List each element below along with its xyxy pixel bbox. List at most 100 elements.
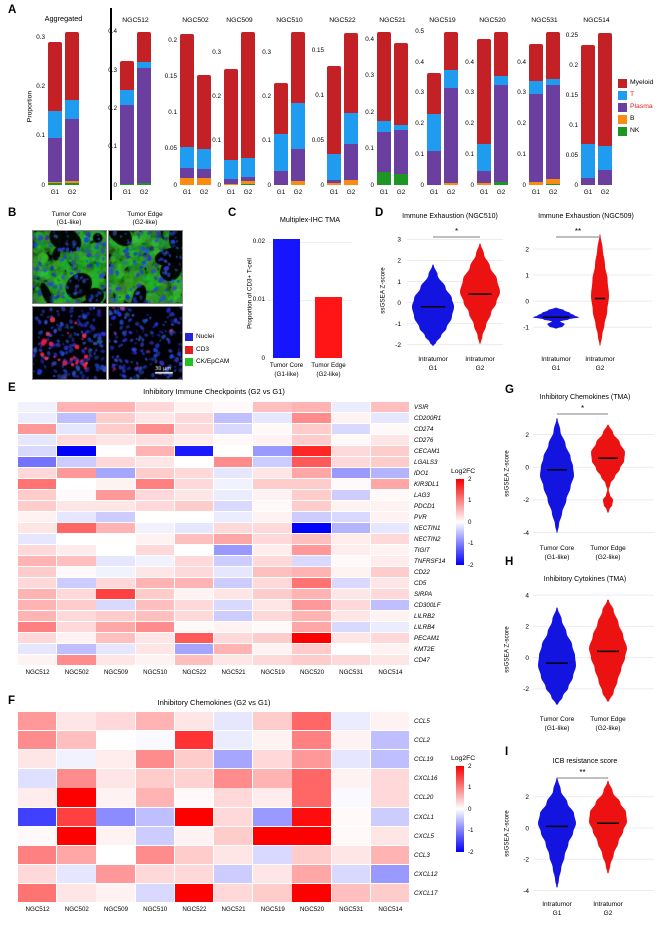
heatmap-cell — [370, 633, 410, 644]
heatmap-cell — [370, 413, 410, 424]
axis-tick-label: 0.3 — [108, 66, 117, 74]
bar-segment-b — [48, 181, 62, 184]
heatmap-cell — [331, 556, 370, 567]
legend-label-plasma: Plasma — [630, 103, 653, 110]
heatmap-cell — [96, 534, 135, 545]
heatmap-cell — [370, 424, 410, 435]
heatmap-cell — [174, 512, 214, 523]
heatmap-cell — [292, 600, 331, 611]
x-tick-label: G1 — [226, 189, 236, 196]
heatmap-cell — [174, 633, 214, 644]
heatmap-cell — [135, 490, 174, 501]
panel-c-title: Multiplex-IHC TMA — [279, 215, 341, 224]
ihc-legend-swatch-1 — [185, 333, 193, 341]
heatmap-cell — [253, 534, 292, 545]
bar-segment-t — [546, 79, 560, 86]
heatmap-cell — [135, 769, 174, 788]
axis-tick-label: 0 — [261, 354, 265, 362]
heatmap-cell — [292, 446, 331, 457]
gene-label: CD300LF — [414, 602, 441, 609]
bar-segment-plasma — [65, 118, 79, 182]
heatmap-cell — [292, 712, 331, 731]
chart-title: NGC509 — [226, 17, 253, 24]
gene-label: LILRB4 — [414, 624, 435, 631]
heatmap-cell — [331, 826, 370, 845]
heatmap-cell — [370, 512, 410, 523]
colorbar-tick-label: -1 — [468, 540, 474, 548]
bar-segment-t — [241, 158, 255, 177]
heatmap-cell — [57, 490, 96, 501]
bar-segment-plasma — [291, 148, 305, 181]
heatmap-cell — [18, 883, 57, 903]
heatmap-cell — [96, 578, 135, 589]
heatmap-cell — [57, 523, 96, 534]
bar-segment-b — [546, 179, 560, 185]
bar-segment-plasma — [180, 168, 194, 178]
heatmap-cell — [57, 712, 96, 731]
axis-tick-label: 0.1 — [517, 150, 526, 158]
axis-tick-label: 0 — [470, 181, 474, 189]
stacked-bar-g2 — [197, 75, 211, 185]
heatmap-cell — [57, 826, 96, 845]
heatmap-cell — [331, 769, 370, 788]
bar-segment-plasma — [197, 169, 211, 178]
violin-title: Immune Exhaustion (NGC509) — [538, 213, 634, 220]
heatmap-cell — [96, 479, 135, 490]
heatmap-cell — [135, 788, 174, 807]
gene-label: CXCL1 — [414, 813, 434, 821]
heatmap-cell — [135, 712, 174, 731]
heatmap-cell — [253, 435, 292, 446]
heatmap-cell — [370, 501, 410, 512]
axis-tick-label: -2 — [523, 686, 529, 693]
colorbar-tick-label: 1 — [468, 784, 472, 792]
heatmap-cell — [18, 578, 57, 589]
heatmap-cell — [370, 556, 410, 567]
bar-segment-plasma — [529, 94, 543, 182]
gene-label: CCL2 — [414, 737, 430, 745]
bar-segment-t — [344, 113, 358, 144]
sample-column-label: NGC520 — [299, 906, 325, 913]
violin-g1 — [538, 777, 576, 888]
heatmap-cell — [331, 655, 370, 666]
heatmap-cell — [57, 655, 96, 666]
heatmap-cell — [253, 468, 292, 479]
heatmap-cell — [96, 864, 135, 884]
violin-g1 — [538, 607, 576, 705]
stacked-bar-g1 — [274, 83, 288, 185]
bar-segment-plasma — [327, 179, 341, 184]
gene-label: CD47 — [414, 657, 430, 664]
stacked-bar-g1 — [120, 60, 134, 185]
colorbar-tick-label: -1 — [468, 827, 474, 835]
heatmap-cell — [96, 446, 135, 457]
bar-segment-myeloid — [120, 60, 134, 91]
x-tick-label: Tumor Edge — [311, 362, 346, 369]
stacked-bar-g2 — [546, 31, 560, 185]
heatmap-cell — [174, 578, 214, 589]
heatmap-cell — [370, 490, 410, 501]
heatmap-cell — [292, 468, 331, 479]
heatmap-cell — [253, 402, 292, 413]
axis-tick-label: 0.1 — [569, 121, 578, 129]
heatmap-cell — [174, 402, 214, 413]
heatmap-cell — [370, 655, 410, 666]
sample-column-label: NGC510 — [143, 906, 168, 913]
heatmap-cell — [135, 523, 174, 534]
heatmap-cell — [57, 731, 96, 750]
x-tick-label: G1 — [182, 189, 192, 196]
gene-label: CD274 — [414, 426, 434, 433]
bar-segment-plasma — [477, 171, 491, 184]
gene-label: CXCL16 — [414, 775, 438, 783]
axis-tick-label: 0.4 — [517, 58, 526, 66]
heatmap-cell — [174, 864, 214, 884]
violin-ylabel: ssGSEA Z-score — [503, 810, 511, 857]
heatmap-cell — [96, 457, 135, 468]
ihc-legend-label-2: CD3 — [196, 345, 210, 353]
tumor-edge-cd3-ck-image — [108, 230, 183, 304]
heatmap-cell — [370, 644, 410, 655]
heatmap-cell — [214, 864, 253, 884]
bar-segment-myeloid — [598, 32, 612, 147]
stacked-bar-g1 — [327, 65, 341, 185]
violin-title: Immune Exhaustion (NGC510) — [402, 213, 498, 220]
heatmap-cell — [174, 731, 214, 750]
heatmap-cell — [214, 490, 253, 501]
